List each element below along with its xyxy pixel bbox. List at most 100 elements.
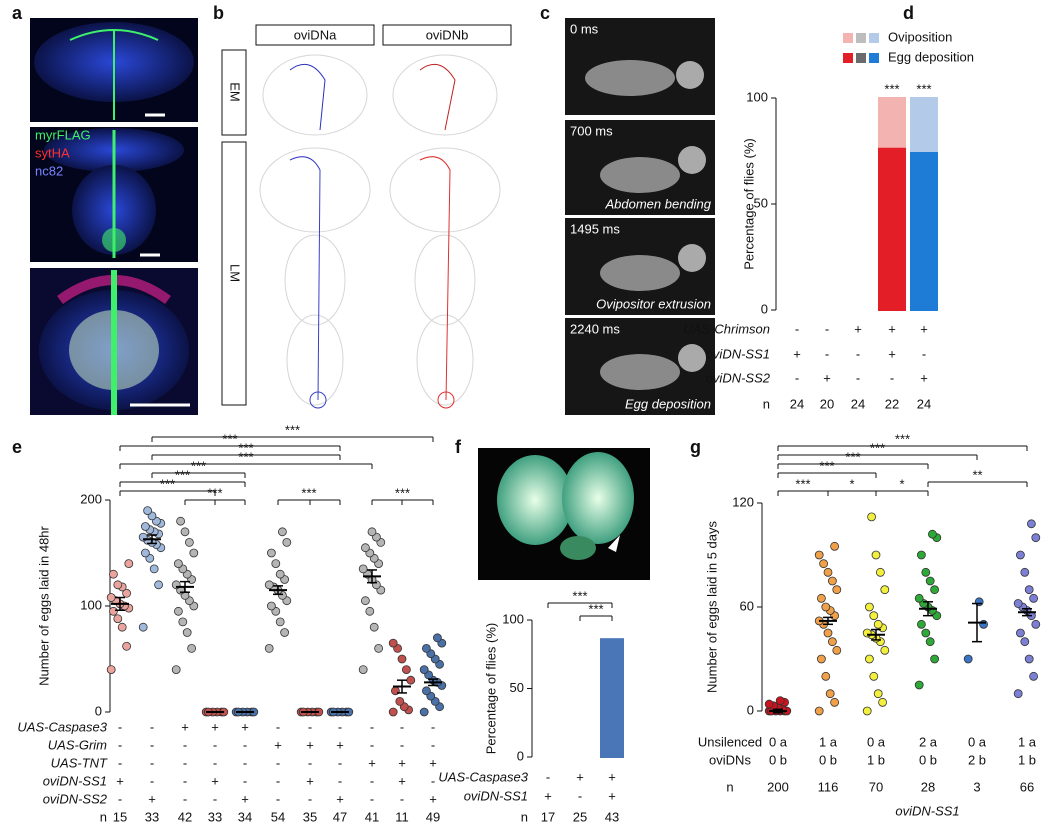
row-value: + [211,719,219,734]
data-point [113,614,123,624]
panel-label: a [12,3,23,23]
n-label: n [763,396,770,411]
y-tick-label: 60 [740,598,754,613]
legend-swatch [869,53,879,63]
data-point [358,564,368,574]
row-value: - [213,737,217,752]
n-value: 15 [113,809,127,824]
n-label: n [726,779,733,794]
data-point [914,593,924,603]
row-value: + [576,769,584,784]
n-value: 22 [885,396,899,411]
data-point [184,538,194,547]
data-point [928,529,937,539]
n-value: 43 [605,809,619,824]
data-point [180,527,190,537]
data-point [880,585,890,595]
row-value: + [241,719,249,734]
row-label: Unsilenced [698,734,762,749]
legend-label: Egg deposition [888,49,974,64]
frame-caption: Ovipositor extrusion [596,296,711,311]
data-point [277,527,287,537]
row-value: - [825,346,829,361]
data-point [122,641,131,651]
column-label: oviDNa [294,27,337,42]
row-value: - [890,370,894,385]
row-value: - [118,737,122,752]
data-point [867,512,876,522]
data-point [395,697,405,706]
data-point [823,567,833,577]
y-tick-label: 0 [95,703,102,718]
row-value: 1 a [1018,734,1037,749]
data-point [264,580,274,590]
data-point [419,707,429,717]
row-value: - [578,788,582,803]
data-point [124,559,134,568]
significance: *** [285,422,300,437]
panel-label: f [455,437,462,457]
row-value: 0 a [769,734,788,749]
data-point [921,567,931,577]
data-point [173,559,183,568]
row-value: - [243,755,247,770]
data-point [869,671,879,681]
row-value: - [338,773,342,788]
data-point [878,697,887,707]
row-value: - [118,791,122,806]
row-value: + [920,370,928,385]
data-point [280,628,290,637]
data-point [106,665,116,674]
data-point [917,550,926,560]
stain-label: myrFLAG [35,127,91,142]
row-value: + [116,773,124,788]
data-point [832,645,842,655]
row-label: oviDNs [709,752,751,767]
legend-swatch [843,53,853,63]
row-value: - [243,773,247,788]
row-value: + [306,773,314,788]
n-value: 24 [917,396,931,411]
row-value: + [336,791,344,806]
row-value: - [370,737,374,752]
bar [910,97,938,152]
data-point [176,516,186,526]
row-label: oviDN-SS1 [43,773,107,788]
ovary-photo [478,448,650,580]
row-value: + [793,346,801,361]
data-point [862,628,872,638]
data-point [109,569,118,579]
significance: *** [160,476,175,491]
row-value: - [856,370,860,385]
data-point [113,580,123,590]
row-value: - [795,321,799,336]
data-point [266,601,276,611]
row-value: + [398,773,406,788]
data-point [421,644,431,653]
row-value: - [400,791,404,806]
row-value: + [608,769,616,784]
significance: * [849,476,854,491]
data-point [979,619,988,629]
data-point [122,588,131,598]
row-value: 0 b [819,752,837,767]
row-value: - [431,737,435,752]
data-point [823,628,833,638]
row-value: 0 a [867,734,886,749]
n-label: n [521,809,528,824]
panel-label: c [540,3,550,23]
significance: *** [819,458,834,473]
y-tick-label: 100 [502,611,524,626]
data-point [775,696,785,705]
data-point [814,550,824,560]
row-value: - [276,791,280,806]
data-point [814,706,824,716]
legend-swatch [856,53,866,63]
row-label: oviDN-SS1 [706,346,770,361]
column-label: oviDNb [426,27,469,42]
row-box [221,141,247,406]
row-value: - [183,773,187,788]
significance: *** [191,458,206,473]
data-point [925,637,935,647]
n-value: 34 [238,809,252,824]
